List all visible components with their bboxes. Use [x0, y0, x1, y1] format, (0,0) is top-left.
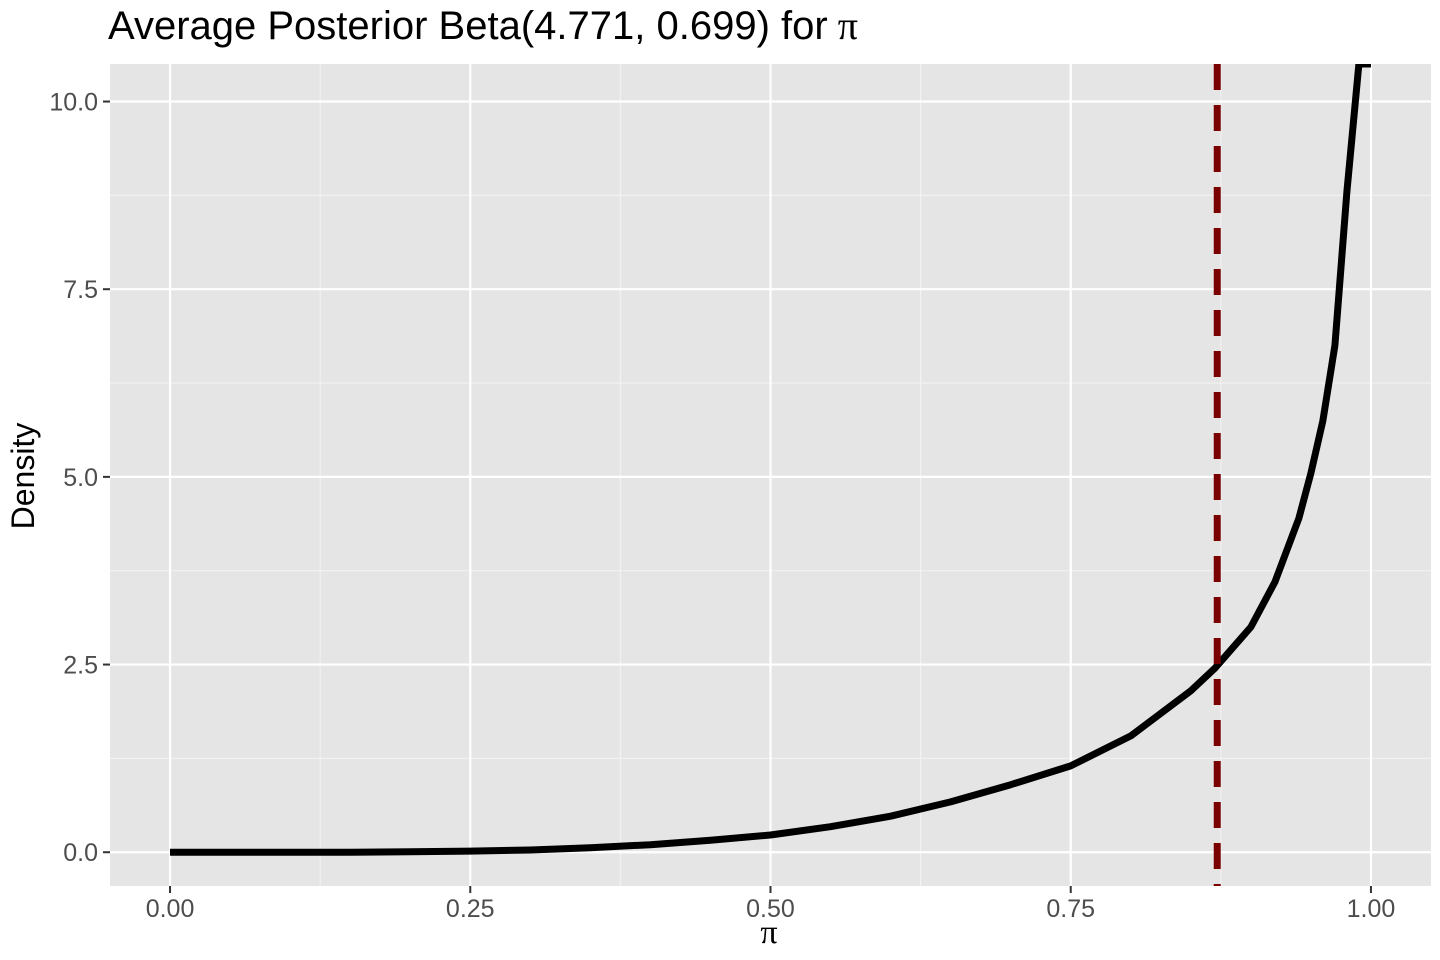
x-tick-label: 0.50 [746, 895, 795, 923]
chart-title-symbol: π [838, 3, 858, 48]
y-tick-label: 2.5 [63, 652, 98, 680]
x-axis-title: π [760, 914, 777, 951]
chart-title-text: Average Posterior Beta(4.771, 0.699) for [108, 4, 828, 48]
x-tick-label: 0.75 [1046, 895, 1095, 923]
y-tick-label: 0.0 [63, 839, 98, 867]
x-tick-label: 0.00 [146, 895, 195, 923]
y-tick-label: 5.0 [63, 464, 98, 492]
y-axis-ticks: 0.0 2.5 5.0 7.5 10.0 [49, 89, 110, 867]
x-tick-label: 0.25 [446, 895, 495, 923]
x-tick-label: 1.00 [1347, 895, 1396, 923]
y-tick-label: 10.0 [49, 89, 98, 117]
y-tick-label: 7.5 [63, 276, 98, 304]
x-axis-ticks: 0.00 0.25 0.50 0.75 1.00 [146, 886, 1396, 923]
major-gridlines [110, 64, 1431, 886]
density-curve [170, 64, 1371, 856]
y-axis-title: Density [5, 423, 41, 530]
series-layer [170, 64, 1371, 856]
chart-title: Average Posterior Beta(4.771, 0.699) for… [108, 3, 858, 48]
